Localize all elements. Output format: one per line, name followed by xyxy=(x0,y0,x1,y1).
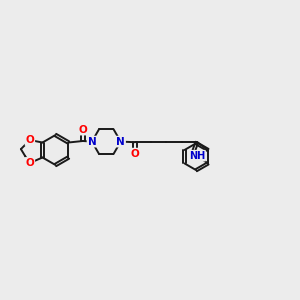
Text: O: O xyxy=(26,158,34,168)
Text: N: N xyxy=(88,136,96,147)
Text: NH: NH xyxy=(189,151,205,161)
Text: O: O xyxy=(131,148,140,159)
Text: O: O xyxy=(79,124,87,135)
Text: O: O xyxy=(26,135,34,145)
Text: N: N xyxy=(116,136,125,147)
